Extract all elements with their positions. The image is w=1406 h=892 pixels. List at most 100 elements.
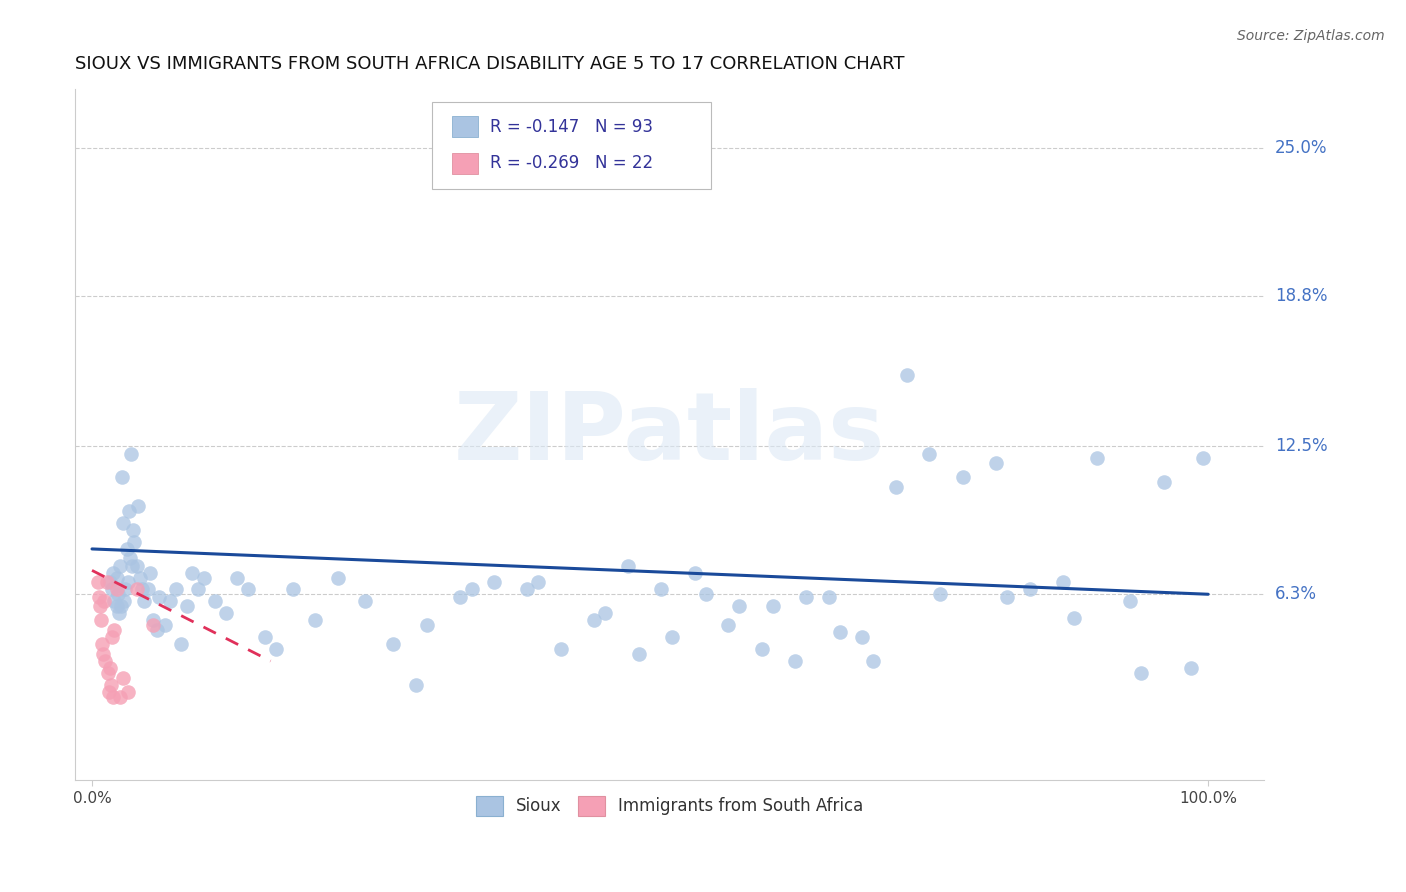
Point xyxy=(115,541,138,556)
Point xyxy=(101,582,124,597)
Point xyxy=(650,582,672,597)
Point xyxy=(253,630,276,644)
Text: 18.8%: 18.8% xyxy=(1275,287,1327,305)
Point xyxy=(103,690,125,704)
Point xyxy=(142,614,165,628)
Point xyxy=(105,582,128,597)
Text: 25.0%: 25.0% xyxy=(1275,139,1327,157)
Text: 6.3%: 6.3% xyxy=(1275,585,1317,603)
Point xyxy=(91,647,114,661)
Point xyxy=(100,678,122,692)
Point xyxy=(125,558,148,573)
Point xyxy=(204,594,226,608)
Point xyxy=(193,570,215,584)
Point xyxy=(136,582,159,597)
Point xyxy=(683,566,706,580)
Point xyxy=(112,671,135,685)
Point xyxy=(751,642,773,657)
Point xyxy=(139,566,162,580)
Point xyxy=(661,630,683,644)
Point xyxy=(117,685,139,699)
Point xyxy=(460,582,482,597)
Point xyxy=(304,614,326,628)
Point xyxy=(94,654,117,668)
Point xyxy=(170,637,193,651)
Point xyxy=(851,630,873,644)
Text: Source: ZipAtlas.com: Source: ZipAtlas.com xyxy=(1237,29,1385,43)
Point xyxy=(97,665,120,680)
Point xyxy=(112,516,135,530)
Point xyxy=(215,607,238,621)
FancyBboxPatch shape xyxy=(453,116,478,137)
Point xyxy=(281,582,304,597)
Point xyxy=(89,599,111,614)
Point xyxy=(103,623,125,637)
Point xyxy=(93,594,115,608)
Point xyxy=(129,570,152,584)
Point xyxy=(91,637,114,651)
Point xyxy=(86,575,108,590)
Point xyxy=(114,582,136,597)
Point xyxy=(995,590,1018,604)
Text: ZIPatlas: ZIPatlas xyxy=(454,388,886,481)
Point xyxy=(127,499,149,513)
Point xyxy=(120,446,142,460)
Point xyxy=(796,590,818,604)
Point xyxy=(416,618,439,632)
Point xyxy=(98,575,121,590)
Point xyxy=(148,590,170,604)
Point xyxy=(124,534,146,549)
Point xyxy=(90,614,112,628)
Point xyxy=(108,558,131,573)
Point xyxy=(616,558,638,573)
Point xyxy=(918,446,941,460)
Point xyxy=(125,582,148,597)
Point xyxy=(96,575,118,590)
Point xyxy=(382,637,405,651)
Text: R = -0.269   N = 22: R = -0.269 N = 22 xyxy=(491,153,654,171)
Point xyxy=(97,685,120,699)
Point xyxy=(326,570,349,584)
Point xyxy=(103,594,125,608)
FancyBboxPatch shape xyxy=(453,153,478,174)
FancyBboxPatch shape xyxy=(432,103,711,189)
Point xyxy=(226,570,249,584)
Point xyxy=(817,590,839,604)
Point xyxy=(107,587,129,601)
Point xyxy=(896,368,918,382)
Point xyxy=(87,590,110,604)
Point xyxy=(717,618,740,632)
Point xyxy=(134,594,156,608)
Point xyxy=(1085,451,1108,466)
Point xyxy=(187,582,209,597)
Point xyxy=(98,661,121,675)
Point xyxy=(145,623,167,637)
Point xyxy=(238,582,260,597)
Point xyxy=(862,654,884,668)
Point xyxy=(762,599,785,614)
Point xyxy=(159,594,181,608)
Point xyxy=(1119,594,1142,608)
Point xyxy=(117,575,139,590)
Point xyxy=(107,607,129,621)
Point xyxy=(118,504,141,518)
Point xyxy=(728,599,751,614)
Point xyxy=(153,618,176,632)
Point xyxy=(1063,611,1085,625)
Point xyxy=(929,587,952,601)
Text: R = -0.147   N = 93: R = -0.147 N = 93 xyxy=(491,118,654,136)
Point xyxy=(828,625,851,640)
Point xyxy=(142,618,165,632)
Point xyxy=(181,566,204,580)
Text: SIOUX VS IMMIGRANTS FROM SOUTH AFRICA DISABILITY AGE 5 TO 17 CORRELATION CHART: SIOUX VS IMMIGRANTS FROM SOUTH AFRICA DI… xyxy=(76,55,905,73)
Legend: Sioux, Immigrants from South Africa: Sioux, Immigrants from South Africa xyxy=(468,788,872,824)
Point xyxy=(111,470,134,484)
Point xyxy=(952,470,974,484)
Point xyxy=(1153,475,1175,490)
Point xyxy=(405,678,427,692)
Point xyxy=(103,566,125,580)
Point xyxy=(110,599,132,614)
Point xyxy=(516,582,538,597)
Point xyxy=(482,575,505,590)
Point xyxy=(165,582,187,597)
